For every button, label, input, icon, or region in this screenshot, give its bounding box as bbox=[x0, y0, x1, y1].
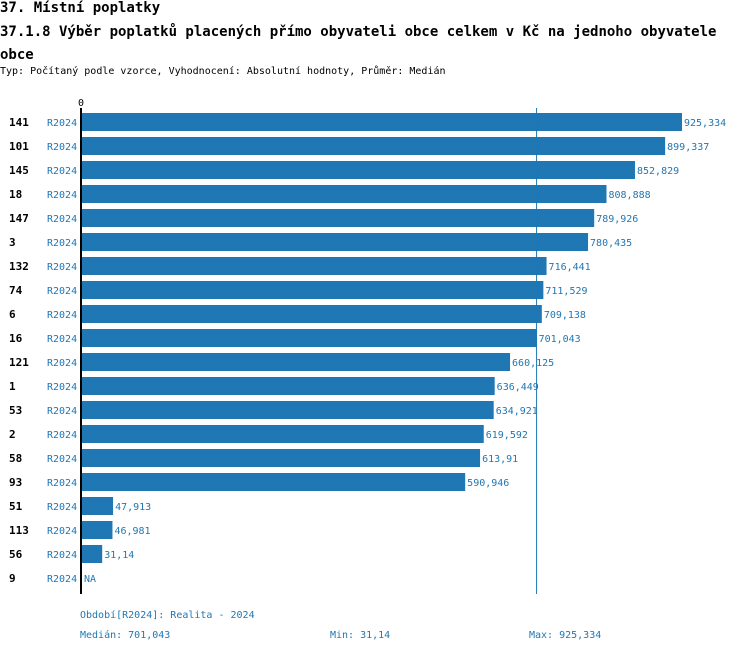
value-label: 660,125 bbox=[512, 358, 554, 369]
value-label: 46,981 bbox=[114, 526, 150, 537]
value-label: 780,435 bbox=[590, 238, 632, 249]
value-label: 709,138 bbox=[544, 310, 586, 321]
bar bbox=[82, 401, 494, 419]
period-label: R2024 bbox=[47, 526, 77, 537]
category-label: 51 bbox=[9, 500, 23, 513]
period-label: R2024 bbox=[47, 190, 77, 201]
chart-title: 37.1.8 Výběr poplatků placených přímo ob… bbox=[0, 24, 717, 63]
bar bbox=[82, 545, 103, 563]
period-label: R2024 bbox=[47, 406, 77, 417]
value-label: 808,888 bbox=[608, 190, 650, 201]
bar bbox=[82, 281, 544, 299]
category-label: 53 bbox=[9, 404, 22, 417]
bar bbox=[82, 161, 635, 179]
category-label: 113 bbox=[9, 524, 29, 537]
value-label: 613,91 bbox=[482, 454, 518, 465]
value-label: 636,449 bbox=[497, 382, 539, 393]
category-label: 16 bbox=[9, 332, 23, 345]
category-label: 18 bbox=[9, 188, 22, 201]
bar bbox=[82, 305, 542, 323]
bar bbox=[82, 329, 537, 347]
axis-zero-label: 0 bbox=[78, 98, 84, 109]
value-label: 634,921 bbox=[496, 406, 538, 417]
period-label: R2024 bbox=[47, 142, 77, 153]
period-label: R2024 bbox=[47, 310, 77, 321]
period-label: R2024 bbox=[47, 334, 77, 345]
period-label: R2024 bbox=[47, 502, 77, 513]
value-label: 590,946 bbox=[467, 478, 509, 489]
value-label: 619,592 bbox=[486, 430, 528, 441]
category-label: 101 bbox=[9, 140, 29, 153]
footer-min: Min: 31,14 bbox=[330, 630, 391, 641]
bar bbox=[82, 377, 495, 395]
period-label: R2024 bbox=[47, 454, 77, 465]
category-label: 147 bbox=[9, 212, 29, 225]
bar bbox=[82, 473, 466, 491]
category-label: 93 bbox=[9, 476, 22, 489]
bar bbox=[82, 137, 666, 155]
period-label: R2024 bbox=[47, 358, 77, 369]
section-title: 37. Místní poplatky bbox=[0, 0, 161, 16]
value-label: 701,043 bbox=[539, 334, 581, 345]
period-label: R2024 bbox=[47, 118, 77, 129]
bar bbox=[82, 521, 113, 539]
footer-period: Období[R2024]: Realita - 2024 bbox=[80, 610, 255, 621]
value-label: NA bbox=[84, 574, 96, 585]
bar bbox=[82, 209, 595, 227]
value-label: 852,829 bbox=[637, 166, 679, 177]
period-label: R2024 bbox=[47, 238, 77, 249]
category-label: 9 bbox=[9, 572, 16, 585]
period-label: R2024 bbox=[47, 478, 77, 489]
bar bbox=[82, 497, 114, 515]
category-label: 132 bbox=[9, 260, 29, 273]
value-label: 925,334 bbox=[684, 118, 726, 129]
bar bbox=[82, 113, 682, 131]
value-label: 789,926 bbox=[596, 214, 638, 225]
value-label: 711,529 bbox=[545, 286, 587, 297]
category-label: 141 bbox=[9, 116, 29, 129]
period-label: R2024 bbox=[47, 430, 77, 441]
category-label: 74 bbox=[9, 284, 23, 297]
bar bbox=[82, 257, 547, 275]
category-label: 2 bbox=[9, 428, 16, 441]
period-label: R2024 bbox=[47, 166, 77, 177]
period-label: R2024 bbox=[47, 286, 77, 297]
bar bbox=[82, 449, 481, 467]
bar bbox=[82, 185, 607, 203]
category-label: 56 bbox=[9, 548, 23, 561]
bar bbox=[82, 353, 511, 371]
category-label: 3 bbox=[9, 236, 16, 249]
value-label: 47,913 bbox=[115, 502, 151, 513]
period-label: R2024 bbox=[47, 574, 77, 585]
chart-info: Typ: Počítaný podle vzorce, Vyhodnocení:… bbox=[0, 66, 446, 77]
period-label: R2024 bbox=[47, 214, 77, 225]
category-label: 58 bbox=[9, 452, 22, 465]
value-label: 31,14 bbox=[104, 550, 134, 561]
footer-median: Medián: 701,043 bbox=[80, 630, 171, 641]
category-label: 121 bbox=[9, 356, 29, 369]
value-label: 899,337 bbox=[667, 142, 709, 153]
category-label: 6 bbox=[9, 308, 16, 321]
period-label: R2024 bbox=[47, 262, 77, 273]
bar bbox=[82, 233, 589, 251]
footer-max: Max: 925,334 bbox=[529, 630, 602, 641]
value-label: 716,441 bbox=[549, 262, 591, 273]
period-label: R2024 bbox=[47, 550, 77, 561]
bar bbox=[82, 425, 484, 443]
category-label: 145 bbox=[9, 164, 29, 177]
period-label: R2024 bbox=[47, 382, 77, 393]
category-label: 1 bbox=[9, 380, 16, 393]
